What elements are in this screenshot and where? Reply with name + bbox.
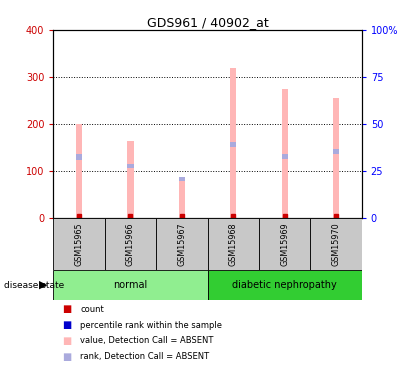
Text: GSM15966: GSM15966 — [126, 222, 135, 266]
Text: normal: normal — [113, 280, 148, 290]
Bar — [179, 177, 185, 181]
Bar — [208, 270, 362, 300]
Bar — [105, 217, 156, 270]
Text: GSM15967: GSM15967 — [178, 222, 186, 266]
Bar — [53, 270, 208, 300]
Bar — [179, 178, 185, 218]
Bar — [282, 88, 288, 218]
Bar — [53, 217, 105, 270]
Text: percentile rank within the sample: percentile rank within the sample — [80, 321, 222, 330]
Text: disease state: disease state — [4, 280, 65, 290]
Text: GSM15968: GSM15968 — [229, 222, 238, 266]
Bar — [127, 141, 134, 218]
Text: GSM15970: GSM15970 — [332, 222, 340, 266]
Text: ■: ■ — [62, 304, 71, 314]
Bar — [208, 217, 259, 270]
Text: ■: ■ — [62, 320, 71, 330]
Bar — [230, 68, 236, 218]
Bar — [282, 154, 288, 159]
Bar — [127, 164, 134, 168]
Bar — [76, 154, 82, 160]
Text: ■: ■ — [62, 352, 71, 362]
Text: count: count — [80, 305, 104, 314]
Title: GDS961 / 40902_at: GDS961 / 40902_at — [147, 16, 268, 29]
Bar — [310, 217, 362, 270]
Bar — [156, 217, 208, 270]
Bar — [333, 149, 339, 154]
Text: value, Detection Call = ABSENT: value, Detection Call = ABSENT — [80, 336, 214, 345]
Text: ▶: ▶ — [39, 280, 47, 290]
Text: GSM15965: GSM15965 — [75, 222, 83, 266]
Text: ■: ■ — [62, 336, 71, 346]
Bar — [76, 124, 82, 218]
Bar — [333, 98, 339, 218]
Text: rank, Detection Call = ABSENT: rank, Detection Call = ABSENT — [80, 352, 209, 361]
Bar — [230, 142, 236, 147]
Text: diabetic nephropathy: diabetic nephropathy — [232, 280, 337, 290]
Text: GSM15969: GSM15969 — [280, 222, 289, 266]
Bar — [259, 217, 310, 270]
